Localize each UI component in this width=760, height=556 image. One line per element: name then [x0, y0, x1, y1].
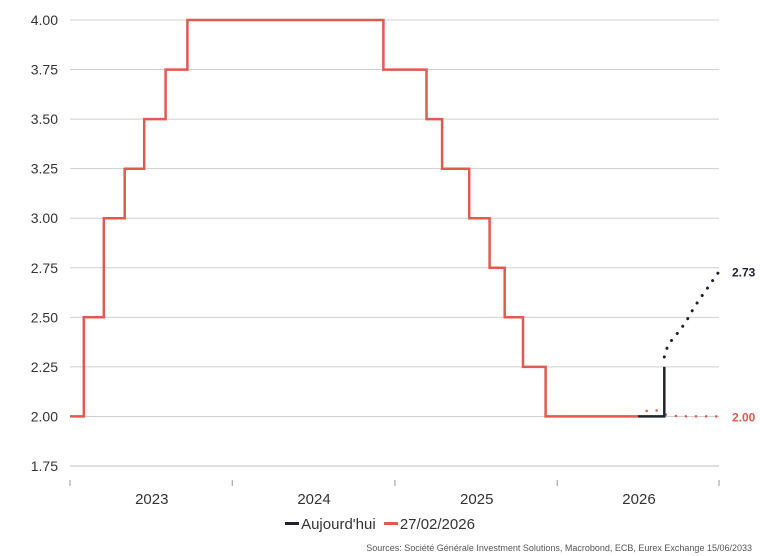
y-tick-label: 4.00 — [31, 12, 58, 28]
y-tick-label: 3.25 — [31, 161, 58, 177]
x-tick-label: 2023 — [135, 491, 168, 508]
y-tick-label: 2.25 — [31, 359, 58, 375]
y-tick-label: 3.75 — [31, 62, 58, 78]
y-tick-label: 1.75 — [31, 458, 58, 474]
x-tick-label: 2026 — [622, 491, 655, 508]
series-line-27-02-2026 — [70, 18, 639, 418]
legend-swatch-today — [285, 521, 300, 525]
y-tick-label: 2.50 — [31, 309, 58, 325]
end-label-2.00: 2.00 — [732, 410, 756, 424]
source-note: Sources: Société Générale Investment Sol… — [366, 543, 752, 553]
end-labels: 2.73 2.00 — [732, 266, 756, 425]
legend-label-date: 27/02/2026 — [399, 516, 475, 533]
end-label-2.73: 2.73 — [732, 266, 756, 280]
y-tick-label: 3.00 — [31, 210, 58, 226]
series-line-aujourdhui — [638, 366, 666, 418]
legend-label-today: Aujourd'hui — [301, 516, 376, 533]
legend-item-date[interactable]: 27/02/2026 — [383, 516, 475, 533]
legend-item-today[interactable]: Aujourd'hui — [285, 516, 376, 533]
y-axis-ticks: 4.00 3.75 3.50 3.25 3.00 2.75 2.50 2.25 2.00 1.75 — [31, 12, 58, 474]
legend: Aujourd'hui 27/02/2026 — [0, 516, 760, 533]
x-tick-label: 2024 — [297, 491, 330, 508]
x-tick-label: 2025 — [460, 491, 493, 508]
legend-swatch-date — [383, 521, 398, 525]
series-line-aujourdhui-forecast — [662, 270, 721, 359]
y-tick-label: 2.75 — [31, 260, 58, 276]
x-axis: 2023 2024 2025 2026 — [69, 465, 720, 508]
line-chart: 4.00 3.75 3.50 3.25 3.00 2.75 2.50 2.25 2.00 1.75… — [31, 12, 756, 508]
gridlines — [70, 19, 719, 467]
y-tick-label: 2.00 — [31, 408, 58, 424]
y-tick-label: 3.50 — [31, 111, 58, 127]
series-lines — [70, 18, 721, 418]
